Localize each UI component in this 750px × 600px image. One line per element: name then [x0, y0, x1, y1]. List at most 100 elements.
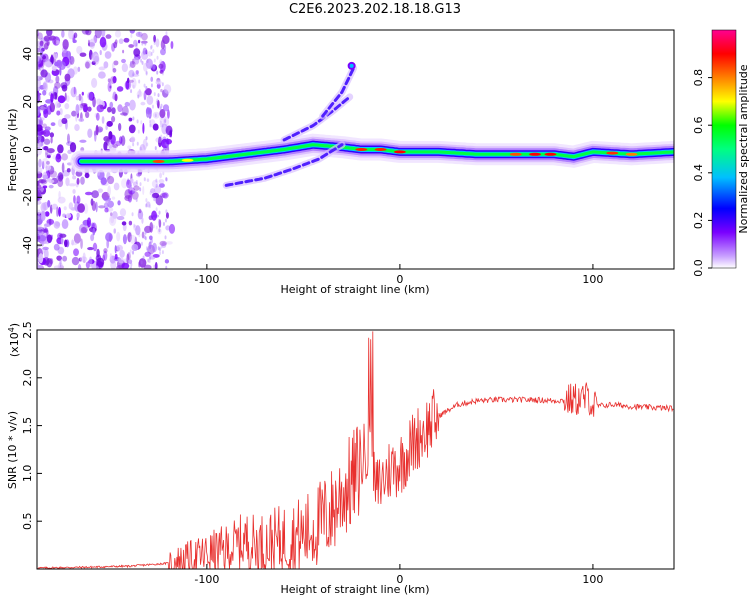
- noise-speckle: [158, 219, 162, 228]
- snr-x-tick-label: 100: [582, 573, 603, 586]
- noise-speckle: [133, 48, 141, 57]
- noise-speckle: [128, 64, 131, 69]
- noise-speckle: [37, 75, 43, 81]
- noise-speckle: [148, 235, 153, 241]
- noise-speckle: [38, 57, 45, 69]
- noise-speckle: [113, 60, 119, 66]
- noise-speckle: [157, 99, 160, 109]
- noise-speckle: [56, 255, 62, 261]
- noise-speckle: [73, 248, 79, 257]
- noise-speckle: [118, 257, 124, 264]
- noise-speckle: [140, 101, 146, 106]
- noise-speckle: [77, 104, 83, 111]
- noise-speckle: [129, 99, 136, 111]
- noise-speckle: [41, 55, 47, 60]
- noise-speckle: [111, 196, 116, 200]
- noise-speckle: [122, 234, 127, 245]
- noise-speckle: [136, 70, 139, 75]
- noise-speckle: [59, 233, 67, 238]
- noise-speckle: [66, 168, 71, 173]
- noise-speckle: [57, 144, 64, 154]
- noise-speckle: [139, 146, 142, 151]
- noise-speckle: [145, 71, 148, 76]
- noise-speckle: [152, 49, 155, 54]
- noise-speckle: [37, 226, 45, 232]
- noise-speckle: [48, 218, 52, 226]
- noise-speckle: [121, 262, 130, 269]
- noise-speckle: [162, 221, 165, 226]
- colorbar-ticks: 0.0 0.2 0.4 0.6 0.8: [692, 69, 712, 277]
- noise-speckle: [99, 128, 102, 133]
- noise-speckle: [98, 205, 106, 209]
- noise-speckle: [127, 187, 136, 195]
- noise-speckle: [160, 39, 165, 50]
- noise-speckle: [69, 55, 75, 65]
- noise-speckle: [139, 34, 142, 39]
- noise-speckle: [71, 256, 80, 266]
- noise-speckle: [75, 95, 80, 101]
- noise-speckle: [130, 33, 133, 38]
- noise-speckle: [160, 48, 166, 56]
- noise-speckle: [155, 207, 158, 212]
- noise-speckle: [139, 187, 142, 192]
- noise-speckle: [74, 124, 80, 132]
- noise-speckle: [76, 212, 80, 219]
- noise-speckle: [149, 123, 152, 128]
- spectrogram-x-tick-label: 100: [582, 273, 603, 286]
- noise-speckle: [87, 128, 93, 139]
- noise-speckle: [132, 116, 135, 121]
- noise-speckle: [138, 173, 141, 178]
- noise-speckle: [88, 49, 93, 60]
- noise-speckle: [166, 91, 169, 96]
- noise-speckle: [148, 246, 151, 251]
- noise-speckle: [157, 93, 160, 98]
- noise-speckle: [164, 218, 167, 223]
- noise-speckle: [147, 258, 150, 263]
- noise-speckle: [37, 124, 43, 132]
- noise-speckle: [122, 49, 125, 54]
- noise-speckle: [37, 209, 41, 215]
- noise-speckle: [91, 60, 96, 65]
- noise-speckle: [117, 104, 123, 113]
- noise-speckle: [152, 64, 156, 70]
- noise-speckle: [162, 190, 165, 195]
- noise-speckle: [82, 252, 86, 261]
- noise-speckle: [142, 138, 148, 150]
- noise-speckle: [159, 251, 162, 256]
- noise-speckle: [132, 84, 135, 89]
- noise-speckle: [116, 216, 125, 221]
- noise-speckle: [46, 234, 53, 243]
- noise-speckle: [140, 241, 143, 246]
- noise-speckle: [39, 40, 44, 47]
- noise-speckle: [58, 190, 61, 200]
- noise-speckle: [47, 200, 51, 208]
- noise-speckle: [129, 30, 135, 34]
- noise-speckle: [59, 174, 64, 180]
- noise-speckle: [112, 67, 117, 73]
- noise-speckle: [149, 221, 154, 233]
- noise-speckle: [45, 152, 53, 156]
- noise-speckle: [128, 79, 134, 83]
- noise-speckle: [128, 124, 136, 134]
- noise-speckle: [145, 203, 148, 208]
- noise-speckle: [160, 115, 163, 120]
- noise-speckle: [153, 197, 156, 202]
- noise-speckle: [162, 104, 170, 112]
- noise-speckle: [40, 178, 48, 185]
- noise-speckle: [81, 91, 84, 96]
- noise-speckle: [145, 58, 153, 69]
- noise-speckle: [37, 55, 42, 65]
- noise-speckle: [142, 185, 145, 196]
- noise-speckle: [145, 201, 151, 208]
- noise-speckle: [159, 109, 166, 119]
- colorbar-label: Normalized spectral amplitude: [737, 64, 750, 233]
- noise-speckle: [96, 257, 105, 268]
- colorbar-gradient: [711, 29, 737, 269]
- noise-speckle: [161, 241, 167, 249]
- noise-speckle: [42, 174, 49, 180]
- noise-speckle: [69, 142, 77, 153]
- noise-speckle: [50, 93, 54, 103]
- noise-speckle: [124, 80, 132, 90]
- noise-speckle: [42, 123, 47, 129]
- noise-speckle: [155, 80, 162, 85]
